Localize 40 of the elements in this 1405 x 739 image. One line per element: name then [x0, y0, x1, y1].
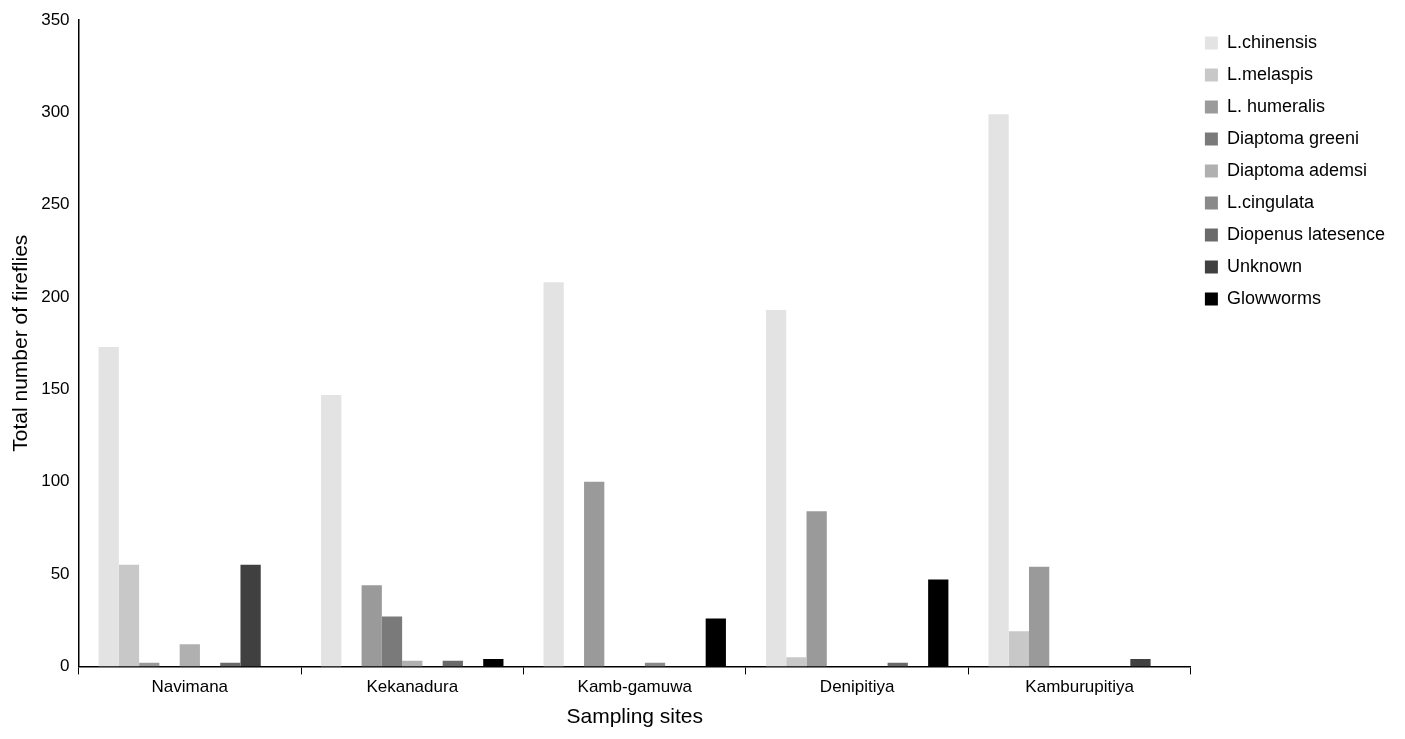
y-tick-label: 100: [41, 471, 70, 491]
y-tick-label: 250: [41, 194, 70, 214]
bar: [1008, 631, 1029, 667]
legend-label: L.chinensis: [1226, 31, 1317, 52]
y-tick-label: 150: [41, 379, 70, 399]
x-tick-label: Kekanadura: [366, 677, 459, 697]
bar: [98, 346, 119, 667]
legend-label: Diaptoma ademsi: [1226, 159, 1367, 180]
legend-label: Diaptoma greeni: [1226, 127, 1359, 148]
legend-label: L.melaspis: [1226, 63, 1313, 84]
bar: [584, 481, 605, 667]
x-axis-title: Sampling sites: [566, 704, 704, 728]
y-tick-label: 0: [60, 656, 70, 676]
legend-label: L. humeralis: [1226, 95, 1325, 116]
bar: [786, 657, 807, 667]
x-tick-label: Kamb-gamuwa: [577, 677, 693, 697]
bar: [361, 585, 382, 667]
y-tick-label: 200: [41, 286, 70, 306]
x-tick-label: Denipitiya: [819, 677, 896, 697]
bar: [118, 564, 140, 667]
bar: [543, 282, 564, 667]
bar: [381, 616, 403, 667]
legend-label: L.cingulata: [1226, 191, 1315, 212]
bar: [1130, 659, 1151, 667]
bar: [1028, 566, 1050, 667]
y-tick-label: 50: [50, 563, 70, 583]
bar: [988, 114, 1009, 667]
legend-label: Diopenus latesence: [1226, 223, 1385, 244]
bar: [240, 564, 261, 667]
bar: [179, 644, 200, 667]
legend-label: Glowworms: [1226, 287, 1321, 308]
bar: [321, 394, 342, 667]
y-tick-label: 350: [41, 9, 70, 29]
bar: [806, 511, 827, 667]
x-tick-label: Kamburupitiya: [1025, 677, 1135, 697]
bar: [765, 309, 787, 667]
y-tick-label: 300: [41, 102, 70, 122]
y-axis-title: Total number of fireflies: [8, 234, 32, 452]
x-tick-label: Navimana: [151, 677, 229, 697]
legend-label: Unknown: [1226, 255, 1302, 276]
